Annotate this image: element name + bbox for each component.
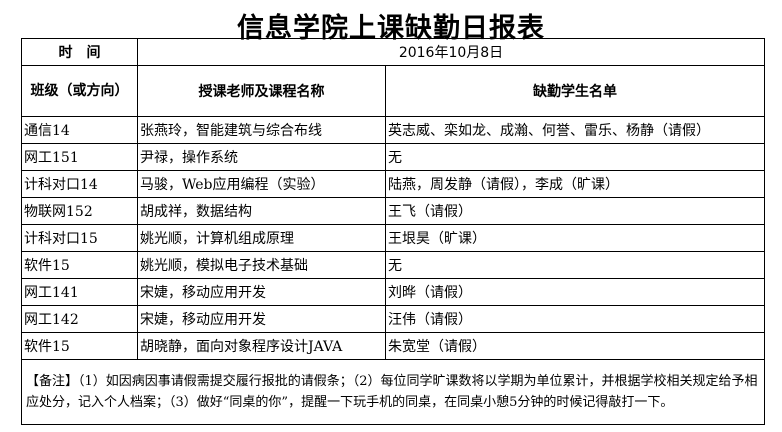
cell-teacher-course: 胡成祥，数据结构	[137, 197, 386, 225]
table-row: 软件15 胡晓静，面向对象程序设计JAVA 朱宽堂（请假）	[21, 332, 765, 360]
table-row: 通信14 张燕玲，智能建筑与综合布线 英志威、栾如龙、成瀚、何誉、雷乐、杨静（请假）	[21, 116, 765, 144]
header-absent: 缺勤学生名单	[385, 65, 765, 117]
note-text: 【备注】（1）如因病因事请假需提交履行报批的请假条；（2）每位同学旷课数将以学期…	[21, 359, 765, 425]
table-row: 物联网152 胡成祥，数据结构 王飞（请假）	[21, 197, 765, 225]
table-row: 软件15 姚光顺，模拟电子技术基础无	[21, 251, 765, 279]
cell-teacher-course: 张燕玲，智能建筑与综合布线	[137, 116, 386, 144]
cell-absent: 朱宽堂（请假）	[385, 332, 765, 360]
cell-teacher-course: 宋婕，移动应用开发	[137, 278, 386, 306]
time-label: 时 间	[21, 38, 138, 66]
cell-class: 网工142	[21, 305, 138, 333]
cell-teacher-course: 马骏，Web应用编程（实验）	[137, 170, 386, 198]
attendance-table: 时 间 2016年10月8日 班级（或方向） 授课老师及课程名称 缺勤学生名单 …	[21, 38, 765, 425]
report-date: 2016年10月8日	[137, 38, 765, 66]
cell-class: 通信14	[21, 116, 138, 144]
cell-class: 计科对口14	[21, 170, 138, 198]
cell-class: 网工151	[21, 143, 138, 171]
cell-absent: 汪伟（请假）	[385, 305, 765, 333]
date-row: 时 间 2016年10月8日	[21, 38, 765, 66]
cell-absent: 王飞（请假）	[385, 197, 765, 225]
cell-class: 软件15	[21, 332, 138, 360]
cell-absent: 无	[385, 143, 765, 171]
cell-teacher-course: 胡晓静，面向对象程序设计JAVA	[137, 332, 386, 360]
cell-teacher-course: 宋婕，移动应用开发	[137, 305, 386, 333]
cell-absent: 英志威、栾如龙、成瀚、何誉、雷乐、杨静（请假）	[385, 116, 765, 144]
cell-absent: 无	[385, 251, 765, 279]
cell-class: 计科对口15	[21, 224, 138, 252]
cell-teacher-course: 尹禄，操作系统	[137, 143, 386, 171]
table-row: 网工141 宋婕，移动应用开发 刘晔（请假）	[21, 278, 765, 306]
cell-class: 软件15	[21, 251, 138, 279]
note-row: 【备注】（1）如因病因事请假需提交履行报批的请假条；（2）每位同学旷课数将以学期…	[21, 359, 765, 425]
cell-class: 网工141	[21, 278, 138, 306]
header-teacher-course: 授课老师及课程名称	[137, 65, 386, 117]
header-row: 班级（或方向） 授课老师及课程名称 缺勤学生名单	[21, 65, 765, 117]
table-row: 网工151 尹禄，操作系统无	[21, 143, 765, 171]
table-row: 计科对口14 马骏，Web应用编程（实验） 陆燕，周发静（请假），李成（旷课）	[21, 170, 765, 198]
table-row: 网工142 宋婕，移动应用开发 汪伟（请假）	[21, 305, 765, 333]
cell-teacher-course: 姚光顺，计算机组成原理	[137, 224, 386, 252]
cell-absent: 刘晔（请假）	[385, 278, 765, 306]
header-class: 班级（或方向）	[21, 65, 138, 117]
cell-class: 物联网152	[21, 197, 138, 225]
cell-absent: 陆燕，周发静（请假），李成（旷课）	[385, 170, 765, 198]
cell-teacher-course: 姚光顺，模拟电子技术基础	[137, 251, 386, 279]
table-row: 计科对口15 姚光顺，计算机组成原理 王垠昊（旷课）	[21, 224, 765, 252]
cell-absent: 王垠昊（旷课）	[385, 224, 765, 252]
